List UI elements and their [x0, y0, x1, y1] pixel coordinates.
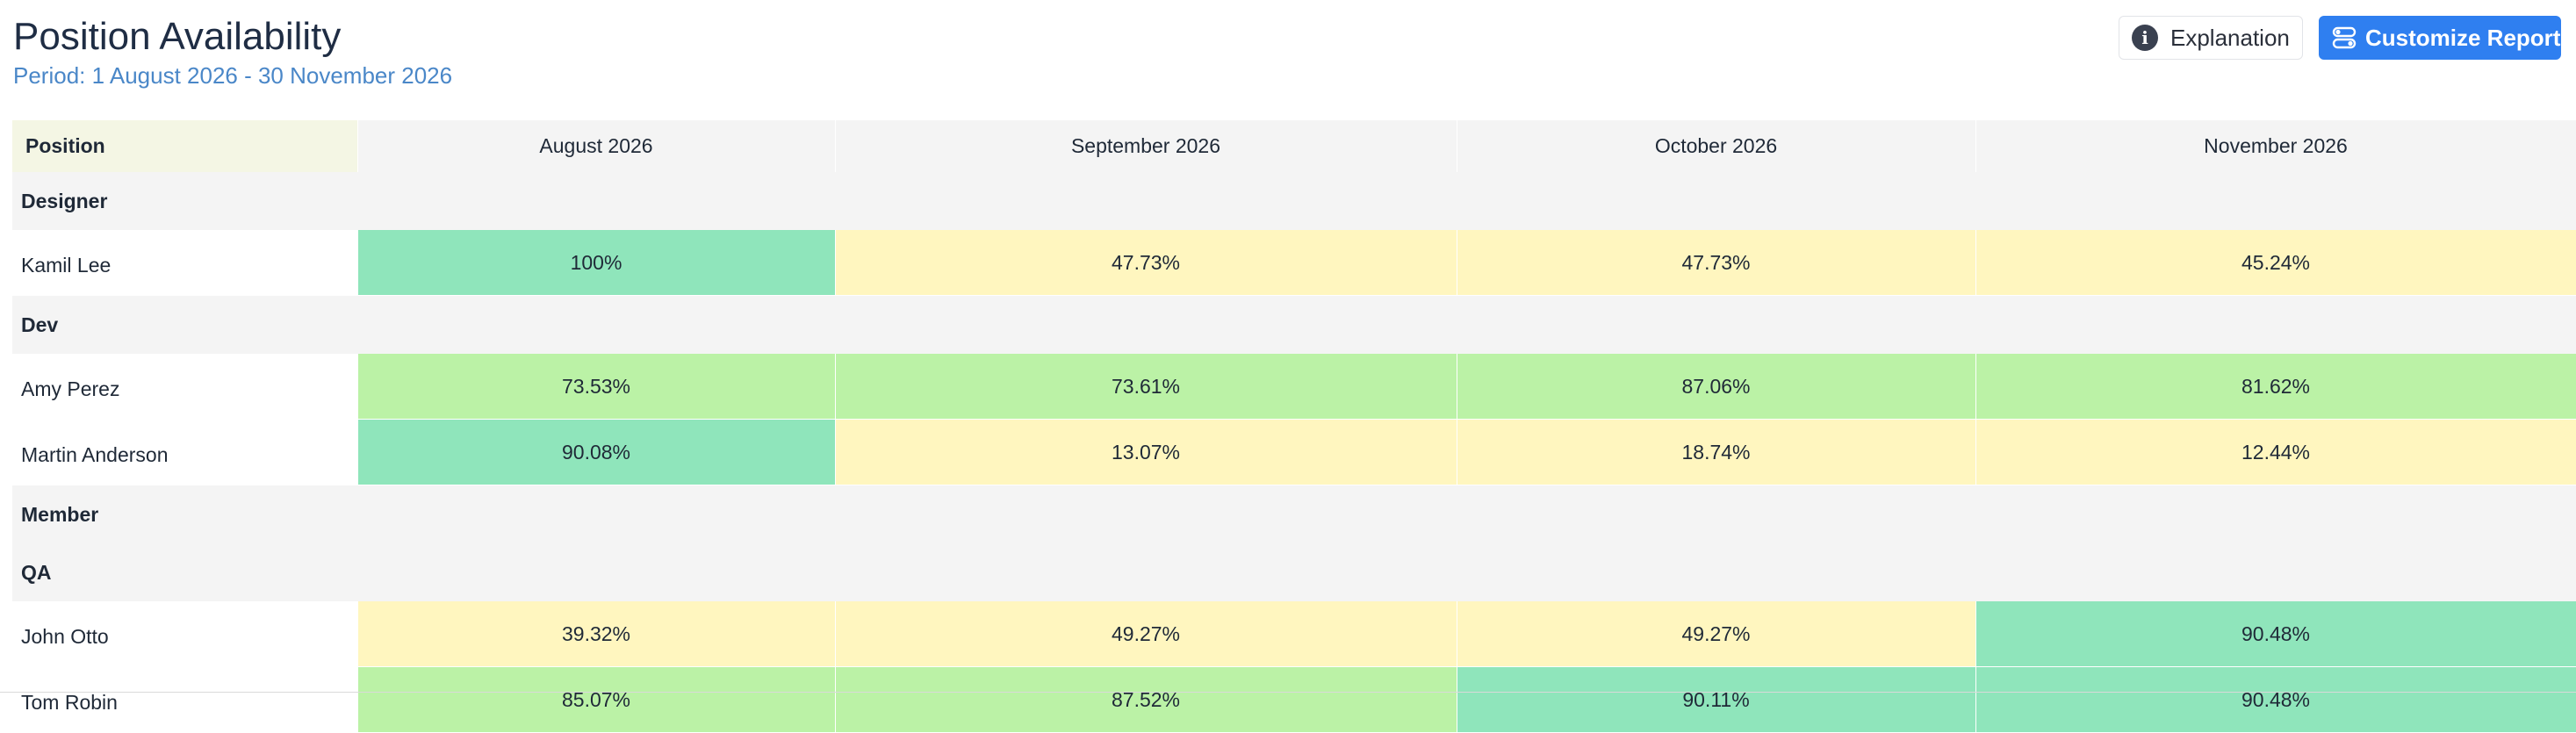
group-label: QA: [12, 543, 2576, 601]
period-subtitle: Period: 1 August 2026 - 30 November 2026: [13, 62, 453, 89]
column-header-month[interactable]: October 2026: [1457, 120, 1976, 172]
column-header-month[interactable]: September 2026: [835, 120, 1457, 172]
availability-cell: 85.07%: [357, 666, 836, 733]
group-row: Dev: [12, 295, 2576, 354]
availability-cell: 90.08%: [357, 419, 836, 485]
availability-cell: 90.48%: [1975, 601, 2576, 667]
explanation-button[interactable]: i Explanation: [2119, 16, 2303, 60]
availability-cell: 12.44%: [1975, 419, 2576, 485]
group-label: Designer: [12, 172, 2576, 230]
availability-cell: 87.06%: [1457, 354, 1976, 420]
person-name: Amy Perez: [12, 354, 358, 420]
availability-table: Position August 2026 September 2026 Octo…: [12, 120, 2576, 733]
person-name: John Otto: [12, 601, 358, 667]
availability-cell: 73.53%: [357, 354, 836, 420]
availability-cell: 49.27%: [835, 601, 1457, 667]
column-header-month[interactable]: November 2026: [1975, 120, 2576, 172]
group-label: Member: [12, 485, 2576, 543]
explanation-label: Explanation: [2170, 24, 2290, 51]
report-header: Position Availability Period: 1 August 2…: [13, 12, 452, 90]
column-header-month[interactable]: August 2026: [357, 120, 836, 172]
availability-cell: 90.48%: [1975, 666, 2576, 733]
availability-cell: 47.73%: [1457, 230, 1976, 296]
column-header-position[interactable]: Position: [12, 120, 358, 172]
availability-cell: 81.62%: [1975, 354, 2576, 420]
person-name: Martin Anderson: [12, 419, 358, 485]
table-row: Tom Robin 85.07% 87.52% 90.11% 90.48%: [12, 666, 2576, 733]
availability-cell: 90.11%: [1457, 666, 1976, 733]
person-name: Kamil Lee: [12, 230, 358, 296]
table-row: Martin Anderson 90.08% 13.07% 18.74% 12.…: [12, 419, 2576, 485]
availability-cell: 39.32%: [357, 601, 836, 667]
report-actions: i Explanation Customize Report: [2119, 16, 2561, 60]
availability-cell: 45.24%: [1975, 230, 2576, 296]
group-row: Member: [12, 485, 2576, 543]
customize-label: Customize Report: [2365, 24, 2561, 51]
group-row: Designer: [12, 172, 2576, 230]
availability-cell: 49.27%: [1457, 601, 1976, 667]
table-row: Kamil Lee 100% 47.73% 47.73% 45.24%: [12, 230, 2576, 296]
group-label: Dev: [12, 295, 2576, 354]
table-header-row: Position August 2026 September 2026 Octo…: [12, 120, 2576, 172]
availability-cell: 100%: [357, 230, 836, 296]
table-row: John Otto 39.32% 49.27% 49.27% 90.48%: [12, 601, 2576, 667]
group-row: QA: [12, 543, 2576, 601]
availability-cell: 87.52%: [835, 666, 1457, 733]
availability-cell: 73.61%: [835, 354, 1457, 420]
divider: [0, 692, 2576, 693]
person-name: Tom Robin: [12, 666, 358, 733]
info-icon: i: [2132, 25, 2158, 51]
customize-report-button[interactable]: Customize Report: [2319, 16, 2561, 60]
page-title: Position Availability: [13, 15, 342, 58]
availability-cell: 47.73%: [835, 230, 1457, 296]
table-row: Amy Perez 73.53% 73.61% 87.06% 81.62%: [12, 354, 2576, 420]
availability-cell: 18.74%: [1457, 419, 1976, 485]
toggles-icon: [2332, 25, 2357, 51]
availability-cell: 13.07%: [835, 419, 1457, 485]
